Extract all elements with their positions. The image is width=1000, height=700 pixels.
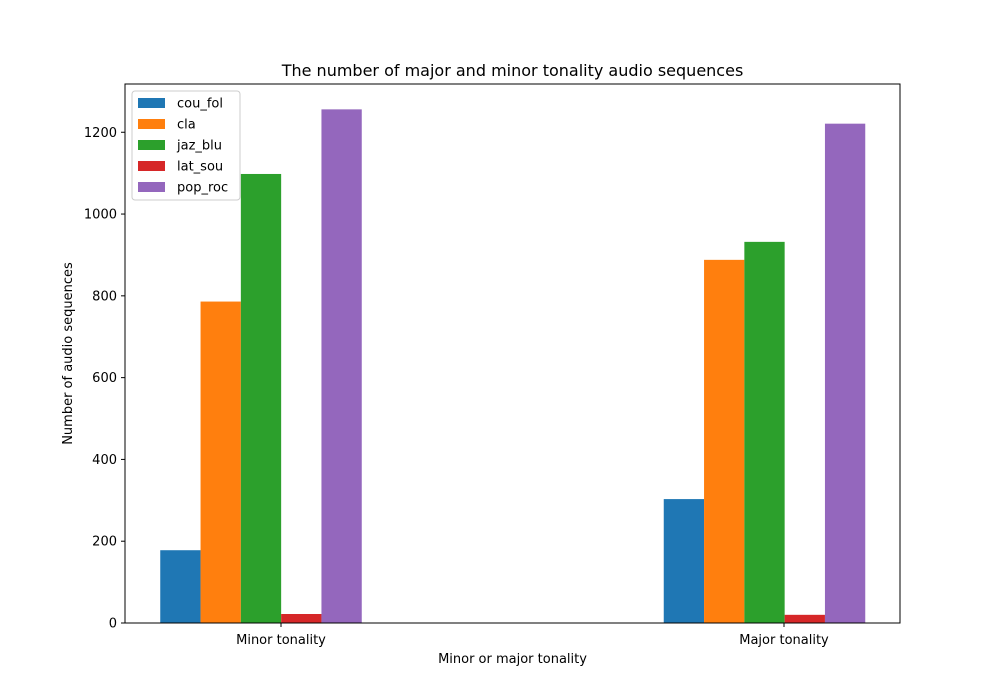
legend-label-cla: cla bbox=[177, 118, 196, 133]
bars-layer bbox=[160, 109, 866, 624]
x-axis: Minor tonality Major tonality bbox=[236, 623, 829, 648]
bar-lat_sou-0 bbox=[281, 614, 322, 623]
legend-swatch-cla bbox=[138, 119, 165, 129]
y-tick-label: 800 bbox=[92, 289, 117, 304]
y-tick-label: 600 bbox=[92, 371, 117, 386]
bar-cla-1 bbox=[704, 259, 745, 623]
bar-jaz_blu-1 bbox=[744, 241, 785, 624]
bar-jaz_blu-0 bbox=[240, 173, 282, 623]
y-tick-label: 400 bbox=[92, 453, 117, 468]
bar-cou_fol-0 bbox=[160, 550, 201, 623]
bar-lat_sou-1 bbox=[784, 614, 825, 623]
legend-box bbox=[131, 90, 241, 201]
plot-frame bbox=[124, 83, 901, 624]
y-axis-label: Number of audio sequences bbox=[61, 262, 76, 445]
bar-cla-0 bbox=[200, 301, 241, 623]
x-axis-label: Minor or major tonality bbox=[438, 652, 587, 667]
x-tick-label: Major tonality bbox=[739, 633, 829, 648]
legend-label-cou_fol: cou_fol bbox=[177, 97, 223, 112]
y-tick-label: 1000 bbox=[84, 208, 117, 223]
bar-pop_roc-0 bbox=[321, 109, 362, 624]
legend-swatch-pop_roc bbox=[138, 182, 165, 192]
legend-label-jaz_blu: jaz_blu bbox=[176, 139, 222, 154]
chart-title: The number of major and minor tonality a… bbox=[281, 61, 744, 80]
bar-cou_fol-1 bbox=[663, 499, 705, 623]
legend-label-lat_sou: lat_sou bbox=[177, 160, 223, 175]
legend-swatch-lat_sou bbox=[138, 161, 165, 171]
y-tick-label: 0 bbox=[109, 617, 117, 632]
y-tick-label: 1200 bbox=[84, 126, 117, 141]
legend-swatch-cou_fol bbox=[138, 98, 165, 108]
y-axis: 0 200 400 600 800 1000 1200 bbox=[84, 126, 125, 632]
y-tick-label: 200 bbox=[92, 535, 117, 550]
x-tick-label: Minor tonality bbox=[236, 633, 326, 648]
legend-swatch-jaz_blu bbox=[138, 140, 165, 150]
legend-label-pop_roc: pop_roc bbox=[177, 181, 228, 196]
bar-pop_roc-1 bbox=[824, 123, 866, 624]
